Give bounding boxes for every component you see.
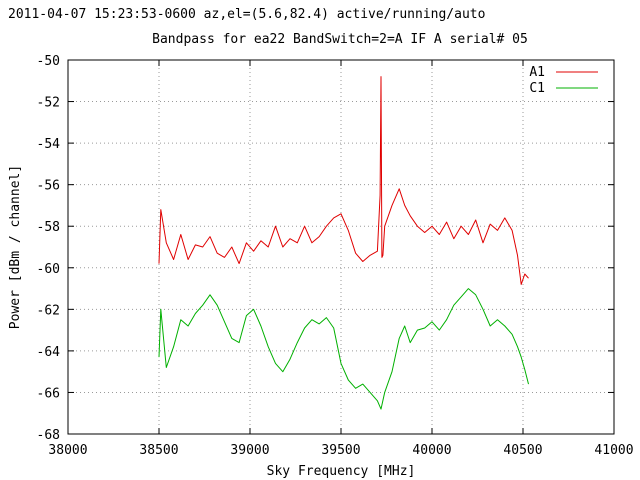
legend-label-a1: A1 (529, 65, 545, 80)
x-tick-label: 41000 (594, 443, 633, 458)
chart-title: Bandpass for ea22 BandSwitch=2=A IF A se… (152, 32, 528, 47)
y-tick-label: -56 (37, 179, 60, 194)
y-tick-label: -62 (37, 303, 60, 318)
y-axis-label: Power [dBm / channel] (8, 165, 23, 329)
y-tick-label: -68 (37, 428, 60, 443)
y-tick-label: -52 (37, 96, 60, 111)
y-tick-label: -60 (37, 262, 60, 277)
header-status-line: 2011-04-07 15:23:53-0600 az,el=(5.6,82.4… (8, 7, 485, 22)
series-line-c1 (158, 288, 529, 410)
x-tick-label: 38000 (48, 443, 87, 458)
y-tick-label: -58 (37, 220, 60, 235)
x-axis-label: Sky Frequency [MHz] (267, 464, 416, 479)
x-tick-label: 38500 (139, 443, 178, 458)
x-tick-label: 39500 (321, 443, 360, 458)
x-tick-label: 40000 (412, 443, 451, 458)
y-tick-label: -50 (37, 54, 60, 69)
y-tick-labels: -68 -66 -64 -62 -60 -58 -56 -54 -52 -50 (37, 54, 614, 443)
x-tick-label: 39000 (230, 443, 269, 458)
y-tick-label: -64 (37, 345, 61, 360)
series-layer (158, 76, 529, 410)
legend-label-c1: C1 (529, 81, 545, 96)
y-tick-label: -66 (37, 386, 60, 401)
grid (68, 60, 614, 434)
x-tick-label: 40500 (503, 443, 542, 458)
y-tick-label: -54 (37, 137, 61, 152)
x-tick-labels: 38000 38500 39000 39500 40000 40500 41000 (48, 60, 634, 458)
series-line-a1 (158, 76, 529, 285)
